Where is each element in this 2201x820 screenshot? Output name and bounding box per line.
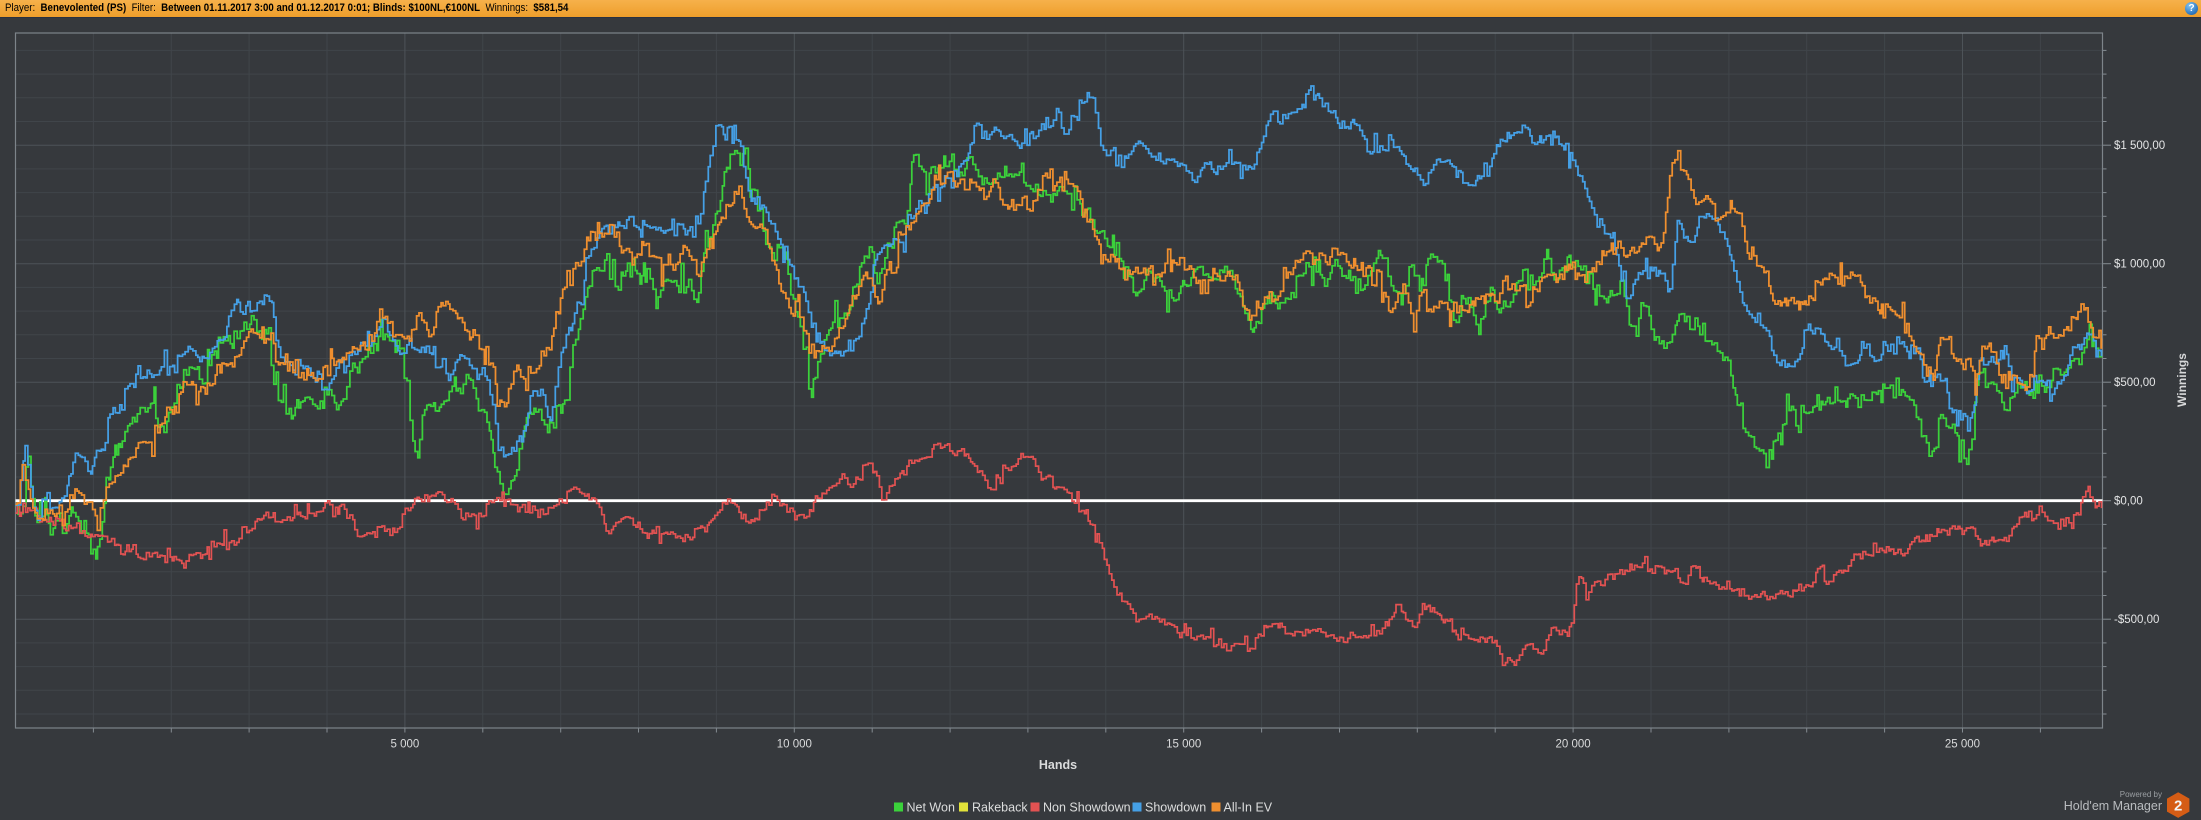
svg-text:Hands: Hands [1039, 758, 1077, 772]
svg-text:25 000: 25 000 [1945, 739, 1980, 751]
svg-text:10 000: 10 000 [777, 739, 812, 751]
svg-text:All-In EV: All-In EV [1224, 801, 1273, 815]
svg-text:$500,00: $500,00 [2114, 377, 2156, 389]
svg-text:$1 500,00: $1 500,00 [2114, 140, 2165, 152]
svg-text:20 000: 20 000 [1556, 739, 1591, 751]
svg-text:Hold'em Manager: Hold'em Manager [2064, 799, 2162, 813]
svg-text:-$500,00: -$500,00 [2114, 614, 2159, 626]
svg-text:Winnings: Winnings [2175, 353, 2189, 407]
svg-text:Powered by: Powered by [2120, 790, 2162, 799]
svg-text:Showdown: Showdown [1145, 801, 1206, 815]
svg-text:2: 2 [2174, 798, 2182, 815]
svg-text:Net Won: Net Won [907, 801, 955, 815]
svg-text:5 000: 5 000 [391, 739, 420, 751]
svg-text:Rakeback: Rakeback [972, 801, 1028, 815]
svg-text:15 000: 15 000 [1166, 739, 1201, 751]
svg-text:Non Showdown: Non Showdown [1043, 801, 1131, 815]
svg-text:$0,00: $0,00 [2114, 496, 2143, 508]
svg-text:$1 000,00: $1 000,00 [2114, 259, 2165, 271]
